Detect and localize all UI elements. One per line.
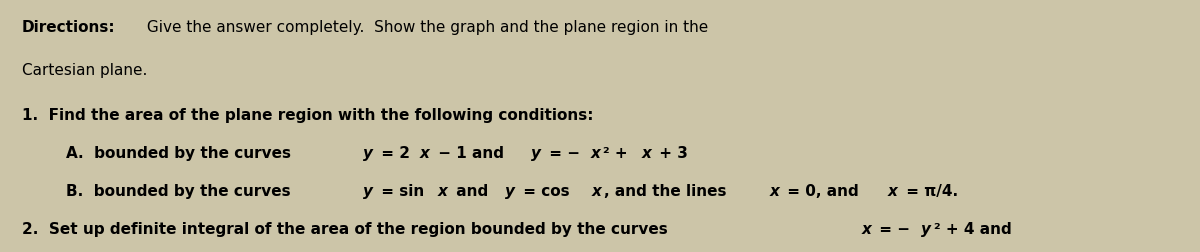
Text: = −: = − — [544, 146, 580, 161]
Text: A.  bounded by the curves: A. bounded by the curves — [66, 146, 296, 161]
Text: y: y — [362, 184, 373, 199]
Text: 1.  Find the area of the plane region with the following conditions:: 1. Find the area of the plane region wit… — [22, 108, 593, 123]
Text: − 1 and: − 1 and — [433, 146, 509, 161]
Text: = π/4.: = π/4. — [900, 184, 958, 199]
Text: x: x — [438, 184, 448, 199]
Text: ² +: ² + — [604, 146, 632, 161]
Text: y: y — [920, 222, 931, 237]
Text: y: y — [530, 146, 541, 161]
Text: = 0, and: = 0, and — [782, 184, 864, 199]
Text: Directions:: Directions: — [22, 20, 115, 35]
Text: + 3: + 3 — [654, 146, 689, 161]
Text: = −: = − — [875, 222, 911, 237]
Text: y: y — [364, 146, 373, 161]
Text: ² + 4 and: ² + 4 and — [934, 222, 1012, 237]
Text: B.  bounded by the curves: B. bounded by the curves — [66, 184, 296, 199]
Text: , and the lines: , and the lines — [605, 184, 732, 199]
Text: x: x — [862, 222, 871, 237]
Text: Give the answer completely.  Show the graph and the plane region in the: Give the answer completely. Show the gra… — [143, 20, 709, 35]
Text: y: y — [505, 184, 515, 199]
Text: x: x — [642, 146, 652, 161]
Text: x: x — [592, 184, 601, 199]
Text: and: and — [450, 184, 493, 199]
Text: = cos: = cos — [518, 184, 575, 199]
Text: 2.  Set up definite integral of the area of the region bounded by the curves: 2. Set up definite integral of the area … — [22, 222, 673, 237]
Text: x: x — [420, 146, 430, 161]
Text: = sin: = sin — [376, 184, 424, 199]
Text: = 2: = 2 — [376, 146, 410, 161]
Text: x: x — [888, 184, 898, 199]
Text: x: x — [590, 146, 600, 161]
Text: x: x — [769, 184, 779, 199]
Text: Cartesian plane.: Cartesian plane. — [22, 63, 146, 78]
